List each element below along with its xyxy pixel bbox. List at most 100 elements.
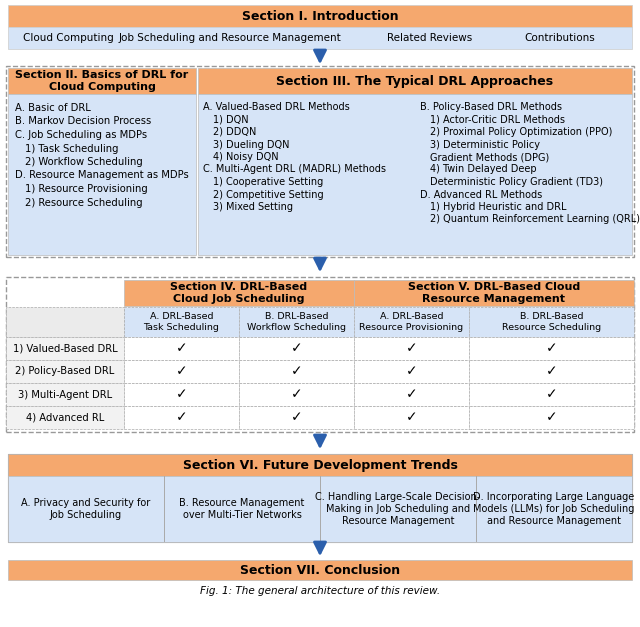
Text: ✓: ✓ [406, 411, 417, 424]
Bar [6, 383, 124, 406]
Text: 3) Multi-Agent DRL: 3) Multi-Agent DRL [18, 389, 112, 399]
Text: ✓: ✓ [546, 364, 557, 379]
Text: A. Basic of DRL: A. Basic of DRL [15, 103, 91, 113]
Text: Related Reviews: Related Reviews [387, 33, 472, 43]
Text: ✓: ✓ [406, 342, 417, 356]
Text: 2) Competitive Setting: 2) Competitive Setting [213, 189, 324, 199]
Text: ✓: ✓ [406, 387, 417, 401]
Text: C. Handling Large-Scale Decision-
Making in Job Scheduling and
Resource Manageme: C. Handling Large-Scale Decision- Making… [316, 492, 481, 525]
Text: ✓: ✓ [176, 411, 188, 424]
Bar [239, 383, 354, 406]
Bar [124, 406, 239, 429]
Bar [8, 94, 196, 255]
Text: Section II. Basics of DRL for
Cloud Computing: Section II. Basics of DRL for Cloud Comp… [15, 70, 189, 92]
Bar [198, 68, 632, 94]
Bar [239, 406, 354, 429]
Bar [6, 277, 634, 432]
Text: B. DRL-Based
Resource Scheduling: B. DRL-Based Resource Scheduling [502, 312, 601, 332]
Bar [239, 360, 354, 383]
Text: 1) Actor-Critic DRL Methods: 1) Actor-Critic DRL Methods [430, 115, 565, 125]
Text: 2) DDQN: 2) DDQN [213, 127, 257, 137]
Bar [6, 66, 634, 257]
Bar [124, 383, 239, 406]
Text: 2) Quantum Reinforcement Learning (QRL): 2) Quantum Reinforcement Learning (QRL) [430, 214, 640, 224]
Bar [239, 337, 354, 360]
Bar [469, 337, 634, 360]
Bar [8, 5, 632, 27]
Text: 1) Valued-Based DRL: 1) Valued-Based DRL [13, 344, 117, 354]
Text: A. DRL-Based
Task Scheduling: A. DRL-Based Task Scheduling [143, 312, 220, 332]
Text: 1) Hybrid Heuristic and DRL: 1) Hybrid Heuristic and DRL [430, 202, 566, 212]
Text: 2) Proximal Policy Optimization (PPO): 2) Proximal Policy Optimization (PPO) [430, 127, 612, 137]
Bar [8, 560, 632, 580]
Text: B. Resource Management
over Multi-Tier Networks: B. Resource Management over Multi-Tier N… [179, 498, 305, 520]
Text: 2) Workflow Scheduling: 2) Workflow Scheduling [25, 157, 143, 167]
Bar [124, 360, 239, 383]
Text: ✓: ✓ [291, 411, 302, 424]
Bar [8, 454, 632, 476]
Text: D. Resource Management as MDPs: D. Resource Management as MDPs [15, 171, 189, 181]
Bar [8, 68, 196, 94]
Text: Section V. DRL-Based Cloud
Resource Management: Section V. DRL-Based Cloud Resource Mana… [408, 282, 580, 304]
Text: 3) Deterministic Policy: 3) Deterministic Policy [430, 139, 540, 149]
Text: ✓: ✓ [546, 387, 557, 401]
Bar [8, 476, 632, 542]
Text: 1) Task Scheduling: 1) Task Scheduling [25, 144, 118, 154]
Bar [6, 307, 124, 337]
Text: 4) Twin Delayed Deep: 4) Twin Delayed Deep [430, 164, 536, 174]
Bar [124, 307, 239, 337]
Text: C. Multi-Agent DRL (MADRL) Methods: C. Multi-Agent DRL (MADRL) Methods [203, 164, 386, 174]
Bar [469, 406, 634, 429]
Text: 1) DQN: 1) DQN [213, 115, 248, 125]
Bar [354, 360, 469, 383]
Text: ✓: ✓ [291, 387, 302, 401]
Bar [469, 383, 634, 406]
Text: ✓: ✓ [176, 387, 188, 401]
Text: ✓: ✓ [546, 411, 557, 424]
Text: 4) Advanced RL: 4) Advanced RL [26, 413, 104, 423]
Text: ✓: ✓ [546, 342, 557, 356]
Text: Section IV. DRL-Based
Cloud Job Scheduling: Section IV. DRL-Based Cloud Job Scheduli… [170, 282, 308, 304]
Text: Deterministic Policy Gradient (TD3): Deterministic Policy Gradient (TD3) [430, 177, 603, 187]
Bar [6, 360, 124, 383]
Text: ✓: ✓ [176, 364, 188, 379]
Text: 3) Mixed Setting: 3) Mixed Setting [213, 202, 293, 212]
Text: Fig. 1: The general architecture of this review.: Fig. 1: The general architecture of this… [200, 586, 440, 596]
Text: A. Valued-Based DRL Methods: A. Valued-Based DRL Methods [203, 102, 349, 112]
Bar [198, 94, 632, 255]
Bar [8, 27, 632, 49]
Bar [124, 280, 354, 306]
Bar [6, 337, 124, 360]
Bar [354, 337, 469, 360]
Bar [8, 454, 632, 542]
Text: A. Privacy and Security for
Job Scheduling: A. Privacy and Security for Job Scheduli… [21, 498, 150, 520]
Text: 1) Resource Provisioning: 1) Resource Provisioning [25, 184, 148, 194]
Text: B. Markov Decision Process: B. Markov Decision Process [15, 117, 151, 127]
Text: 3) Dueling DQN: 3) Dueling DQN [213, 139, 289, 149]
Text: D. Incorporating Large Language
Models (LLMs) for Job Scheduling
and Resource Ma: D. Incorporating Large Language Models (… [474, 492, 635, 525]
Text: Job Scheduling and Resource Management: Job Scheduling and Resource Management [118, 33, 341, 43]
Text: C. Job Scheduling as MDPs: C. Job Scheduling as MDPs [15, 130, 147, 140]
Bar [124, 337, 239, 360]
Text: Section III. The Typical DRL Approaches: Section III. The Typical DRL Approaches [276, 75, 554, 88]
Text: A. DRL-Based
Resource Provisioning: A. DRL-Based Resource Provisioning [360, 312, 463, 332]
Text: ✓: ✓ [176, 342, 188, 356]
Text: 4) Noisy DQN: 4) Noisy DQN [213, 152, 278, 162]
Text: Contributions: Contributions [525, 33, 595, 43]
Text: ✓: ✓ [291, 364, 302, 379]
Bar [469, 360, 634, 383]
Bar [469, 307, 634, 337]
Text: 2) Resource Scheduling: 2) Resource Scheduling [25, 198, 143, 208]
Bar [239, 307, 354, 337]
Text: Section VII. Conclusion: Section VII. Conclusion [240, 564, 400, 576]
Bar [354, 280, 634, 306]
Text: Gradient Methods (DPG): Gradient Methods (DPG) [430, 152, 549, 162]
Text: Cloud Computing: Cloud Computing [22, 33, 113, 43]
Bar [354, 383, 469, 406]
Text: Section VI. Future Development Trends: Section VI. Future Development Trends [182, 458, 458, 472]
Text: 1) Cooperative Setting: 1) Cooperative Setting [213, 177, 323, 187]
Text: B. DRL-Based
Workflow Scheduling: B. DRL-Based Workflow Scheduling [247, 312, 346, 332]
Text: B. Policy-Based DRL Methods: B. Policy-Based DRL Methods [420, 102, 562, 112]
Text: 2) Policy-Based DRL: 2) Policy-Based DRL [15, 367, 115, 376]
Text: D. Advanced RL Methods: D. Advanced RL Methods [420, 189, 542, 199]
